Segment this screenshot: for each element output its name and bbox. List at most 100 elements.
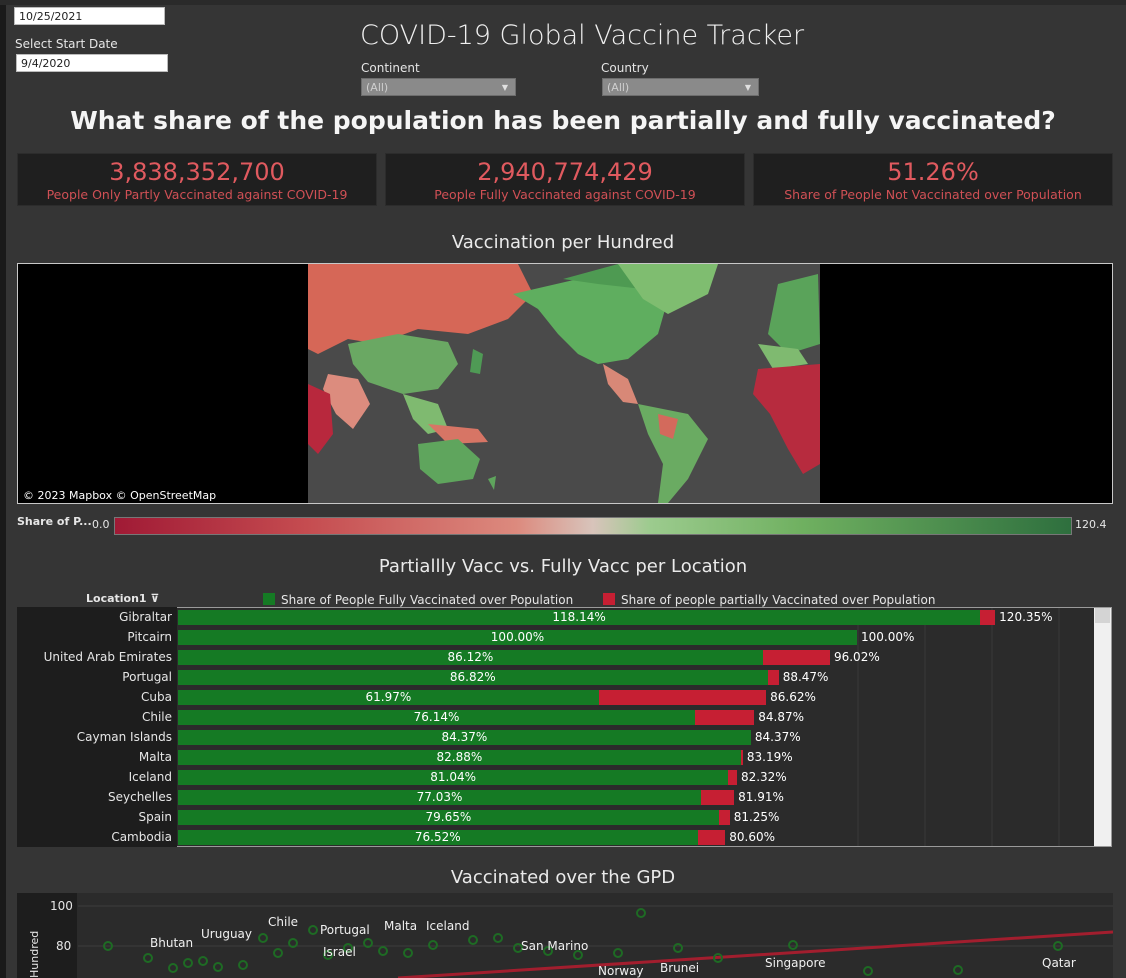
map-credit: © 2023 Mapbox © OpenStreetMap [20,489,220,502]
fully-vaccinated-value: 79.65% [425,810,472,824]
scatter-label: Singapore [765,956,826,970]
kpi-value: 51.26% [887,158,979,186]
fully-vaccinated-bar[interactable] [178,690,599,705]
fully-vaccinated-value: 76.14% [413,710,460,724]
location-label: United Arab Emirates [43,650,172,664]
question-heading: What share of the population has been pa… [70,106,1056,135]
chevron-down-icon: ▼ [501,83,508,92]
scatter-title: Vaccinated over the GPD [450,867,676,888]
fully-vaccinated-value: 81.04% [430,770,476,784]
left-edge [0,0,6,978]
start-date-input[interactable]: 9/4/2020 [16,54,168,72]
fully-vaccinated-value: 86.82% [449,670,496,684]
legend-label-fully: Share of People Fully Vaccinated over Po… [281,593,574,607]
scatter-label: Malta [384,919,418,933]
partially-vaccinated-bar[interactable] [694,710,755,725]
top-edge [0,0,1126,5]
location-label: Cayman Islands [76,730,172,744]
map-color-legend [114,517,1072,535]
location-label: Spain [138,810,172,824]
scrollbar-thumb[interactable] [1095,608,1110,623]
vaccination-map[interactable]: © 2023 Mapbox © OpenStreetMap [17,263,1113,504]
fully-vaccinated-value: 82.88% [436,750,483,764]
country-value: (All) [607,81,630,94]
fully-vaccinated-bar[interactable] [178,610,981,625]
page-title: COVID-19 Global Vaccine Tracker [360,20,805,51]
continent-dropdown[interactable]: (All) ▼ [361,78,516,96]
scatter-label: Norway [598,964,644,978]
bar-chart-panel[interactable] [17,607,1112,847]
location-column-header[interactable]: Location1 ⊽ [86,592,159,605]
location-label: Seychelles [108,790,172,804]
location-label: Portugal [122,670,172,684]
kpi-value: 2,940,774,429 [477,158,653,186]
map-title: Vaccination per Hundred [451,232,675,253]
fully-vaccinated-bar[interactable] [178,810,719,825]
fully-vaccinated-bar[interactable] [178,630,857,645]
fully-vaccinated-bar[interactable] [178,650,763,665]
fully-vaccinated-bar[interactable] [178,730,751,745]
location-label: Malta [138,750,172,764]
scatter-label: Brunei [660,961,700,975]
y-tick-100: 100 [50,899,73,913]
start-date-label: Select Start Date [15,37,118,51]
sort-icon[interactable]: ⊽ [150,592,160,605]
scatter-label: Iceland [426,919,470,933]
bar-gridlines [857,608,1060,846]
total-vaccinated-value: 86.62% [770,690,816,704]
fully-vaccinated-bar[interactable] [178,830,698,845]
partially-vaccinated-bar[interactable] [762,650,830,665]
total-vaccinated-value: 83.19% [746,750,793,764]
bar-chart-title: Partiallly Vacc vs. Fully Vacc per Locat… [378,556,748,577]
scatter-label: Qatar [1042,956,1076,970]
partially-vaccinated-bar[interactable] [697,830,726,845]
kpi-not-vaccinated: 51.26% Share of People Not Vaccinated ov… [753,153,1113,206]
vertical-scrollbar[interactable] [1094,608,1111,846]
scatter-label: Uruguay [201,927,252,941]
legend-swatch-fully [263,593,275,605]
kpi-fully-vaccinated: 2,940,774,429 People Fully Vaccinated ag… [385,153,745,206]
fully-vaccinated-value: 61.97% [365,690,412,704]
scatter-label: Chile [268,915,299,929]
fully-vaccinated-bar[interactable] [178,710,695,725]
end-date-input[interactable]: 10/25/2021 [14,7,165,25]
partially-vaccinated-bar[interactable] [980,610,996,625]
country-dropdown[interactable]: (All) ▼ [602,78,759,96]
location-label: Chile [141,710,172,724]
total-vaccinated-value: 100.00% [861,630,915,644]
location-label: Cuba [141,690,172,704]
partially-vaccinated-bar[interactable] [701,790,735,805]
scatter-plot [78,905,1113,978]
fully-vaccinated-bar[interactable] [178,750,741,765]
location-label: Cambodia [111,830,172,844]
kpi-value: 3,838,352,700 [109,158,285,186]
fully-vaccinated-value: 84.37% [441,730,488,744]
partially-vaccinated-bar[interactable] [718,810,730,825]
fully-vaccinated-value: 86.12% [447,650,494,664]
scatter-axis-column [17,893,77,978]
partially-vaccinated-bar[interactable] [767,670,779,685]
map-legend-max: 120.4 [1075,518,1107,531]
fully-vaccinated-bar[interactable] [178,770,729,785]
scatter-label: Bhutan [150,936,194,950]
kpi-label: Share of People Not Vaccinated over Popu… [784,187,1082,202]
partially-vaccinated-bar[interactable] [728,770,737,785]
world-map-graphic [308,264,820,503]
location-label: Iceland [128,770,172,784]
fully-vaccinated-bar[interactable] [178,790,702,805]
total-vaccinated-value: 81.25% [733,810,780,824]
continent-label: Continent [361,61,420,75]
fully-vaccinated-bar[interactable] [178,670,768,685]
total-vaccinated-value: 84.37% [754,730,801,744]
scatter-label: Israel [323,945,356,959]
map-legend-min: 0.0 [92,518,110,531]
location-label-column [17,607,177,847]
map-legend-label: Share of P... [17,515,92,528]
partially-vaccinated-bar[interactable] [598,690,767,705]
scatter-label: San Marino [521,939,589,953]
partially-vaccinated-bar[interactable] [740,750,743,765]
kpi-label: People Fully Vaccinated against COVID-19 [434,187,696,202]
country-label: Country [601,61,649,75]
fully-vaccinated-value: 77.03% [416,790,463,804]
kpi-partly-vaccinated: 3,838,352,700 People Only Partly Vaccina… [17,153,377,206]
